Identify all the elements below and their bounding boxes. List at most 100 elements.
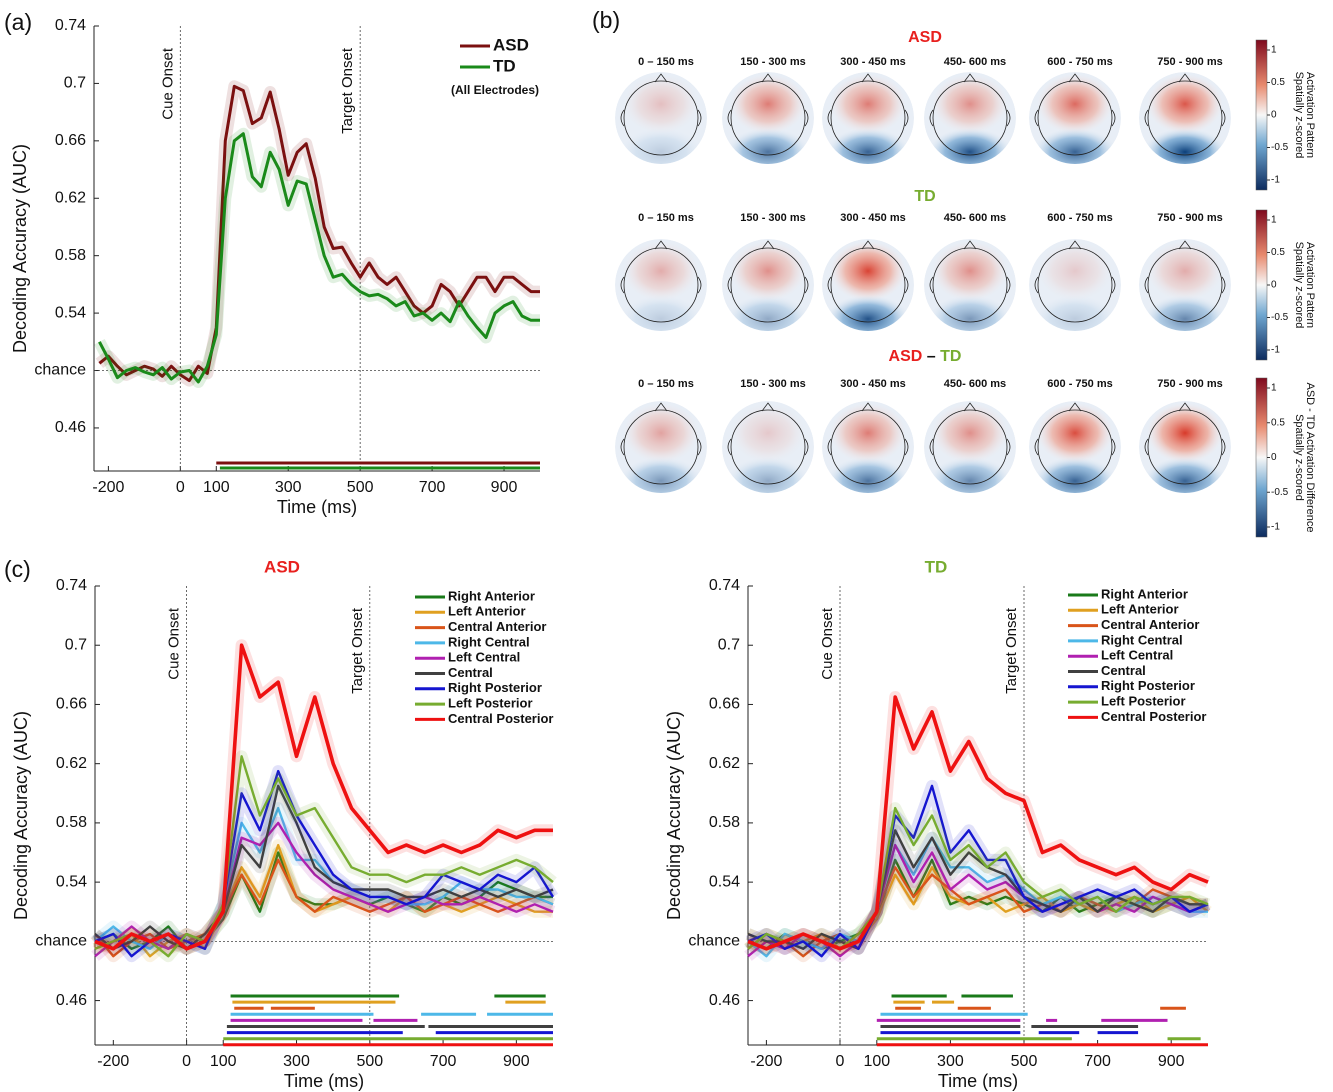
legend-note: (All Electrodes) <box>451 83 539 97</box>
x-tick-label: 100 <box>210 1053 237 1070</box>
ear <box>697 276 702 294</box>
y-tick-label: 0.46 <box>56 992 87 1009</box>
legend-label: Right Central <box>448 634 530 649</box>
negative-region <box>1033 457 1117 493</box>
nose <box>654 402 668 412</box>
ear <box>620 276 625 294</box>
x-tick-label: 700 <box>430 1053 457 1070</box>
head-outline <box>623 409 699 485</box>
colorbar-label: Spatially z-scored <box>1293 72 1305 159</box>
time-window-label: 150 - 300 ms <box>740 378 805 390</box>
panel-label: (b) <box>592 7 620 33</box>
y-tick-label: 0.58 <box>56 814 87 831</box>
ear <box>1221 438 1226 456</box>
negative-region <box>726 457 810 493</box>
series-line <box>747 836 1208 958</box>
legend-label: Right Anterior <box>1101 586 1188 601</box>
legend-label: Central Anterior <box>1101 617 1199 632</box>
series-line <box>94 821 554 958</box>
y-axis-label: Decoding Accuracy (AUC) <box>10 144 30 353</box>
head-outline <box>1147 409 1223 485</box>
x-tick-label: 300 <box>937 1053 964 1070</box>
legend-label: Left Central <box>448 650 520 665</box>
x-axis-label: Time (ms) <box>284 1071 364 1091</box>
nose <box>761 73 775 83</box>
colorbar-tick-label: -1 <box>1271 522 1280 533</box>
time-window-label: 0 – 150 ms <box>638 378 694 390</box>
head-outline <box>730 409 806 485</box>
colorbar-tick-label: 1 <box>1271 45 1277 56</box>
negative-region <box>826 457 910 493</box>
topomap-head <box>822 72 914 164</box>
negative-region <box>928 128 1012 164</box>
title-part: – <box>922 348 935 365</box>
colorbar <box>1255 209 1268 361</box>
ear <box>1111 109 1116 127</box>
title-part: TD <box>914 188 935 205</box>
time-window-label: 0 – 150 ms <box>638 56 694 68</box>
time-window-label: 450- 600 ms <box>944 56 1006 68</box>
legend-label: Left Posterior <box>448 696 533 711</box>
nose <box>861 73 875 83</box>
x-tick-label: 0 <box>176 479 185 496</box>
ear <box>827 276 832 294</box>
topomap-head <box>615 72 707 164</box>
positive-region <box>932 241 1008 301</box>
negative-region <box>826 128 910 164</box>
head-outline <box>932 247 1008 323</box>
topomap-head <box>722 401 814 493</box>
ear <box>620 109 625 127</box>
ear <box>1111 438 1116 456</box>
ear <box>727 109 732 127</box>
x-tick-label: 100 <box>203 479 230 496</box>
ear <box>1111 276 1116 294</box>
chart-title: TD <box>925 557 948 576</box>
x-tick-label: 500 <box>356 1053 383 1070</box>
y-tick-label: 0.54 <box>55 304 86 321</box>
chart-title: ASD <box>264 557 300 576</box>
nose <box>1068 73 1082 83</box>
colorbar-tick-label: 1 <box>1271 215 1277 226</box>
ear <box>827 438 832 456</box>
y-tick-label: chance <box>34 362 86 379</box>
series-line <box>747 784 1209 958</box>
ear <box>804 438 809 456</box>
series-line <box>94 843 553 958</box>
legend-label: Central <box>448 665 493 680</box>
colorbar-tick-label: -0.5 <box>1271 312 1289 323</box>
time-window-label: 300 - 450 ms <box>840 378 905 390</box>
y-tick-label: 0.66 <box>55 132 86 149</box>
colorbar-tick-label: 0 <box>1271 452 1277 463</box>
nose <box>1068 402 1082 412</box>
positive-region <box>1037 241 1113 301</box>
negative-region <box>826 295 910 331</box>
y-tick-label: 0.46 <box>55 419 86 436</box>
colorbar-tick-label: 1 <box>1271 383 1277 394</box>
y-axis-label: Decoding Accuracy (AUC) <box>664 711 684 920</box>
head-outline <box>623 80 699 156</box>
x-tick-label: 900 <box>503 1053 530 1070</box>
onset-label: Target Onset <box>1003 607 1020 694</box>
negative-region <box>1033 295 1117 331</box>
head-outline <box>830 80 906 156</box>
nose <box>963 402 977 412</box>
positive-region <box>830 74 906 134</box>
topomap-head <box>722 239 814 331</box>
nose <box>963 73 977 83</box>
series-line <box>747 695 1209 951</box>
panel-label: (a) <box>4 9 32 35</box>
positive-region <box>623 74 699 134</box>
positive-region <box>830 403 906 463</box>
topomap-head <box>924 239 1016 331</box>
time-window-label: 150 - 300 ms <box>740 212 805 224</box>
positive-region <box>730 241 806 301</box>
positive-region <box>932 403 1008 463</box>
x-tick-label: 500 <box>1011 1053 1038 1070</box>
ear <box>929 276 934 294</box>
topomap-row-title: ASD – TD <box>889 348 962 365</box>
legend-label: Central <box>1101 663 1146 678</box>
y-tick-label: 0.74 <box>55 17 86 34</box>
legend-label: Left Central <box>1101 648 1173 663</box>
positive-region <box>1147 241 1223 301</box>
